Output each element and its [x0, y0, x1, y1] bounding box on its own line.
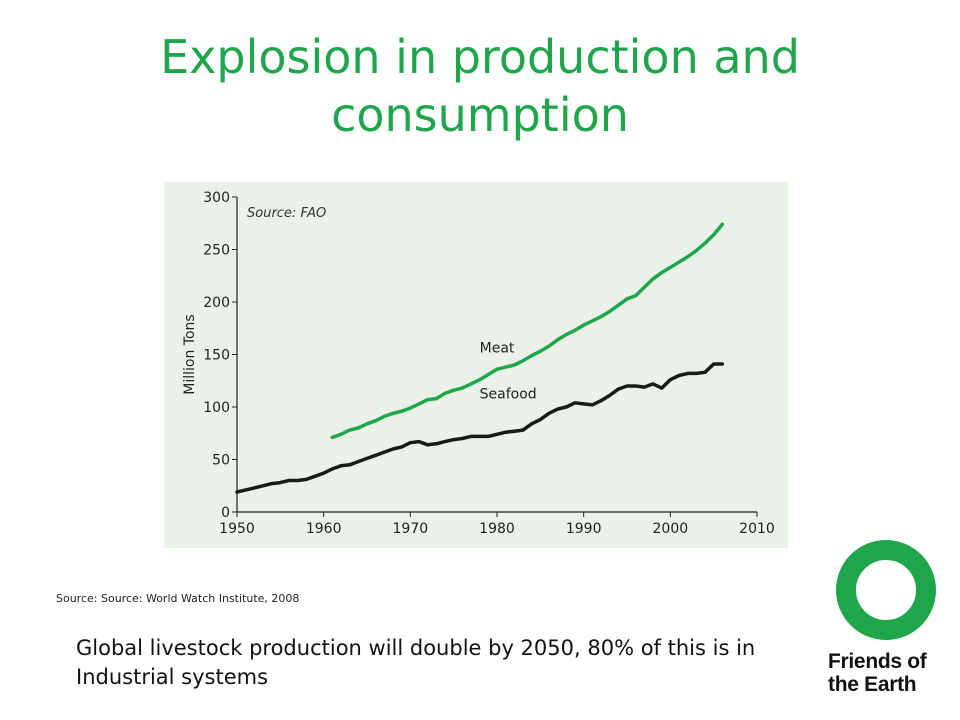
logo-line-2: the Earth — [828, 673, 917, 696]
body-text: Global livestock production will double … — [76, 636, 756, 689]
friends-of-the-earth-logo: Friends of the Earth — [822, 538, 952, 698]
y-tick-label: 300 — [203, 190, 230, 206]
logo-line-1: Friends of — [828, 650, 927, 673]
x-tick-label: 1980 — [479, 521, 515, 537]
series-line-meat — [330, 222, 725, 440]
y-axis-label: Million Tons — [182, 314, 198, 394]
x-tick-label: 1950 — [219, 521, 255, 537]
y-tick-label: 150 — [203, 348, 230, 364]
source-caption: Source: Source: World Watch Institute, 2… — [56, 592, 300, 605]
logo-ring-icon — [836, 540, 936, 640]
logo-text: Friends of the Earth — [828, 650, 952, 696]
y-tick-label: 0 — [221, 505, 230, 521]
series-line-seafood — [235, 362, 725, 494]
chart-annotation: Source: FAO — [247, 206, 326, 221]
x-tick-label: 1990 — [566, 521, 602, 537]
x-tick-label: 1970 — [393, 521, 429, 537]
chart-panel: 0 50 100 150 200 250 300 1950 1960 1970 1980 1990 20… — [164, 182, 788, 548]
x-tick-label: 2010 — [739, 521, 775, 537]
x-tick-label: 1960 — [306, 521, 342, 537]
y-tick-label: 50 — [212, 453, 230, 469]
x-tick-label: 2000 — [653, 521, 689, 537]
series-label-seafood: Seafood — [480, 387, 537, 403]
y-tick-label: 250 — [203, 243, 230, 259]
y-tick-label: 200 — [203, 295, 230, 311]
series-label-meat: Meat — [480, 340, 515, 356]
slide-title: Explosion in production and consumption — [160, 30, 800, 142]
line-chart: 0 50 100 150 200 250 300 1950 1960 1970 1980 1990 20… — [182, 190, 775, 537]
y-tick-label: 100 — [203, 400, 230, 416]
